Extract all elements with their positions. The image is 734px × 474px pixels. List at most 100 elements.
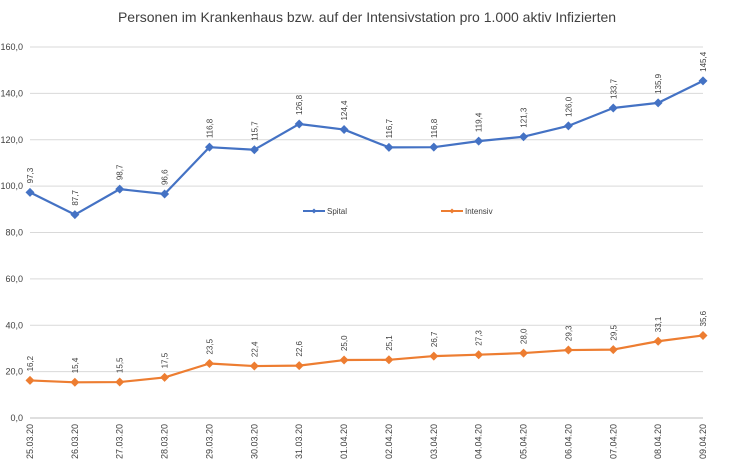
y-tick-label: 0,0 <box>10 413 23 423</box>
data-label: 97,3 <box>26 167 35 183</box>
data-label: 124,4 <box>340 100 349 121</box>
y-tick-label: 40,0 <box>5 320 23 330</box>
y-tick-label: 100,0 <box>0 181 23 191</box>
x-tick-label: 08.04.20 <box>653 424 663 459</box>
y-tick-label: 140,0 <box>0 88 23 98</box>
data-label: 15,5 <box>116 357 125 373</box>
data-label: 25,0 <box>340 335 349 351</box>
legend-label: Spital <box>327 207 347 216</box>
data-label: 33,1 <box>654 316 663 332</box>
data-point <box>25 187 35 197</box>
data-point <box>160 189 170 199</box>
x-tick-label: 26.03.20 <box>70 424 80 459</box>
data-point <box>653 98 663 108</box>
data-point <box>563 345 573 355</box>
data-point <box>25 375 35 385</box>
data-point <box>160 372 170 382</box>
legend-marker <box>311 208 317 214</box>
data-label: 23,5 <box>205 338 214 354</box>
data-label: 29,5 <box>609 324 618 340</box>
data-point <box>519 348 529 358</box>
data-point <box>70 377 80 387</box>
y-tick-label: 120,0 <box>0 135 23 145</box>
data-point <box>608 345 618 355</box>
data-label: 22,6 <box>295 340 304 356</box>
data-point <box>249 361 259 371</box>
data-label: 115,7 <box>250 121 259 141</box>
legend-entry: Spital <box>303 207 347 216</box>
data-label: 116,7 <box>385 118 394 138</box>
x-tick-label: 03.04.20 <box>429 424 439 459</box>
x-tick-label: 05.04.20 <box>519 424 529 459</box>
series-intensiv: 16,2 15,4 15,5 17,5 23,5 22,4 22,6 25,0 25,1 26,7… <box>25 310 708 387</box>
data-label: 17,5 <box>161 352 170 368</box>
data-label: 22,4 <box>250 341 259 357</box>
data-point <box>653 336 663 346</box>
data-point <box>294 361 304 371</box>
data-label: 116,8 <box>430 118 439 138</box>
x-tick-label: 04.04.20 <box>474 424 484 459</box>
data-point <box>474 350 484 360</box>
x-axis: 25.03.20 26.03.20 27.03.20 28.03.20 29.03.20… <box>25 424 708 459</box>
data-point <box>115 184 125 194</box>
data-label: 26,7 <box>430 331 439 347</box>
x-tick-label: 30.03.20 <box>249 424 259 459</box>
data-label: 96,6 <box>161 169 170 185</box>
data-point <box>115 377 125 387</box>
data-label: 116,8 <box>205 118 214 138</box>
x-tick-label: 27.03.20 <box>115 424 125 459</box>
x-tick-label: 09.04.20 <box>698 424 708 459</box>
data-label: 121,3 <box>520 107 529 128</box>
y-tick-label: 60,0 <box>5 274 23 284</box>
x-tick-label: 31.03.20 <box>294 424 304 459</box>
data-point <box>204 142 214 152</box>
data-label: 126,8 <box>295 94 304 115</box>
data-point <box>429 351 439 361</box>
y-tick-label: 80,0 <box>5 228 23 238</box>
y-tick-label: 20,0 <box>5 367 23 377</box>
series-spital: 97,3 87,7 98,7 96,6 116,8 115,7 126,8 124,4 116,… <box>25 51 708 220</box>
data-point <box>249 145 259 155</box>
data-point <box>70 210 80 220</box>
data-point <box>204 359 214 369</box>
data-point <box>698 76 708 86</box>
x-tick-label: 29.03.20 <box>204 424 214 459</box>
data-point <box>608 103 618 113</box>
series-line <box>29 79 704 216</box>
data-label: 119,4 <box>475 112 484 132</box>
legend-entry: Intensiv <box>441 207 493 216</box>
x-tick-label: 25.03.20 <box>25 424 35 459</box>
legend: Spital Intensiv <box>303 207 493 216</box>
x-tick-label: 07.04.20 <box>608 424 618 459</box>
data-label: 28,0 <box>520 328 529 344</box>
x-tick-label: 06.04.20 <box>563 424 573 459</box>
data-point <box>429 142 439 152</box>
y-axis: 0,0 20,0 40,0 60,0 80,0 100,0 120,0 140,0 160,0 <box>0 42 23 423</box>
data-point <box>384 142 394 152</box>
data-label: 15,4 <box>71 357 80 373</box>
data-point <box>698 330 708 340</box>
data-label: 25,1 <box>385 335 394 351</box>
data-point <box>339 355 349 365</box>
legend-label: Intensiv <box>465 207 493 216</box>
data-label: 87,7 <box>71 190 80 206</box>
data-label: 27,3 <box>475 330 484 346</box>
grid <box>30 46 703 419</box>
data-label: 35,6 <box>699 310 708 326</box>
y-tick-label: 160,0 <box>0 42 23 52</box>
data-label: 98,7 <box>116 164 125 180</box>
data-point <box>339 125 349 135</box>
data-point <box>474 136 484 146</box>
data-point <box>384 355 394 365</box>
data-point <box>563 121 573 131</box>
data-label: 16,2 <box>26 355 35 371</box>
data-label: 29,3 <box>564 325 573 341</box>
series-line <box>29 334 704 384</box>
x-tick-label: 01.04.20 <box>339 424 349 459</box>
data-point <box>519 132 529 142</box>
data-label: 133,7 <box>609 78 618 99</box>
x-tick-label: 02.04.20 <box>384 424 394 459</box>
chart-title: Personen im Krankenhaus bzw. auf der Int… <box>118 9 616 25</box>
data-label: 126,0 <box>564 96 573 117</box>
